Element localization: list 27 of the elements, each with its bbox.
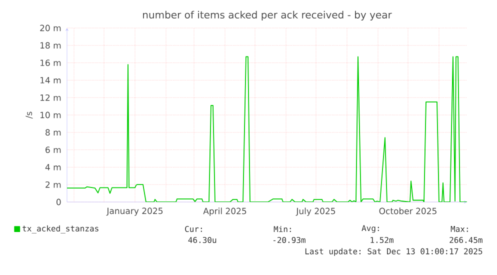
text: -20.93m — [273, 236, 306, 244]
chart-title: number of items acked per ack received - by year — [143, 10, 392, 20]
x-tick-label: April 2025 — [203, 208, 246, 216]
y-tick-label: 2 m — [46, 181, 61, 188]
x-tick-label: January 2025 — [106, 208, 163, 216]
y-axis-title: /s — [26, 112, 33, 119]
text: 266.45m — [450, 236, 482, 244]
x-tick-label: October 2025 — [379, 208, 436, 214]
text: Min: — [274, 226, 291, 232]
text: 46.30u — [188, 236, 216, 244]
text: 1.52m — [370, 236, 394, 244]
y-tick-label: 16 m — [40, 60, 61, 66]
legend-label: tx_acked_stanzas — [22, 225, 98, 234]
y-tick-label: 14 m — [40, 77, 61, 84]
y-tick-label: 4 m — [45, 164, 61, 170]
text: Cur: — [185, 226, 202, 232]
y-tick-label: 18 m — [40, 42, 61, 49]
y-tick-label: 10 m — [40, 112, 61, 118]
text: Last update: Sat Dec 13 01:00:17 2025 — [305, 248, 482, 256]
y-tick-label: 6 m — [46, 146, 61, 154]
y-tick-label: 20 m — [40, 24, 61, 32]
y-tick-label: 8 m — [46, 129, 61, 136]
x-tick-label: July 2025 — [296, 208, 336, 216]
text: Avg: — [362, 225, 379, 233]
text: Max: — [450, 226, 468, 232]
y-tick-label: 12 m — [40, 94, 61, 101]
y-tick-label: 0 — [56, 198, 61, 206]
